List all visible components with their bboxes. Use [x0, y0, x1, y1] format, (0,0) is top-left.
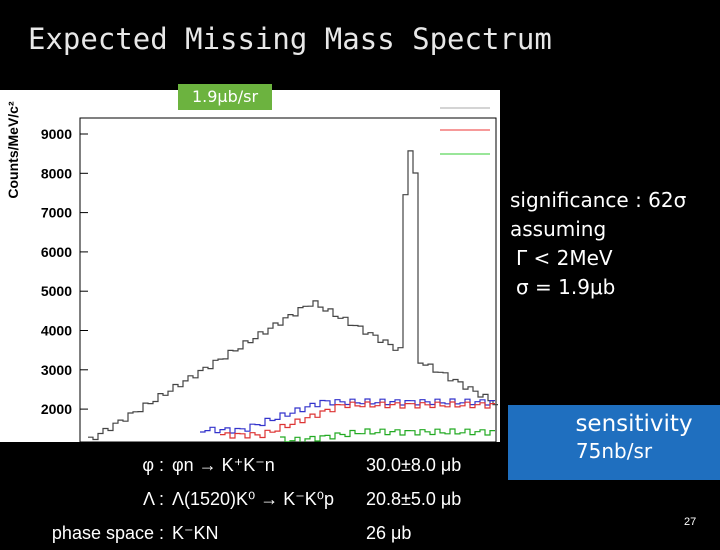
sensitivity-value: 75nb/sr: [575, 439, 653, 463]
plot-frame: [79, 117, 497, 442]
table-cell: φn → K⁺K⁻n: [172, 454, 275, 475]
histogram-image: Counts/MeV/c² 9000 8000 7000 6000 5000 4000 30…: [0, 90, 500, 442]
y-tick-label: 3000: [41, 362, 72, 378]
table-cell: 26 μb: [366, 522, 412, 543]
note: σ = 1.9μb: [516, 275, 616, 299]
table-cell: Λ(1520)K⁰ → K⁻K⁰p: [172, 488, 335, 509]
slide-title: Expected Missing Mass Spectrum: [28, 22, 552, 56]
y-tick-label: 4000: [41, 323, 72, 339]
table-row: φ : φn → K⁺K⁻n 30.0±8.0 μb: [20, 448, 465, 482]
table-row: Λ : Λ(1520)K⁰ → K⁻K⁰p 20.8±5.0 μb: [20, 482, 465, 516]
y-tick-label: 7000: [41, 205, 72, 221]
channel-table: φ : φn → K⁺K⁻n 30.0±8.0 μb Λ : Λ(1520)K⁰ → K…: [20, 448, 465, 550]
histogram-curve: [200, 398, 495, 434]
y-tick-label: 8000: [41, 165, 72, 181]
table-row: phase space : K⁻KN 26 μb: [20, 516, 465, 550]
y-tick-label: 5000: [41, 283, 72, 299]
y-tick-label: 2000: [41, 401, 72, 417]
table-cell: Λ :: [142, 488, 164, 509]
table-cell: 20.8±5.0 μb: [366, 488, 462, 509]
table-cell: phase space :: [51, 522, 164, 543]
page-number: 27: [684, 516, 697, 528]
y-axis-label: Counts/MeV/c²: [5, 101, 21, 199]
plot-background: [0, 90, 500, 442]
note: assuming: [510, 217, 607, 241]
histogram-curve: [88, 150, 498, 441]
table-cell: K⁻KN: [172, 522, 219, 543]
sensitivity-box: sensitivity 75nb/sr: [508, 405, 720, 480]
badge: 1.9μb/sr: [178, 84, 272, 110]
notes: significance : 62σ assuming Γ < 2MeV σ =…: [510, 186, 686, 302]
note: Γ < 2MeV: [516, 246, 613, 270]
note: significance : 62σ: [510, 188, 687, 212]
table-cell: φ :: [142, 454, 164, 475]
y-tick-label: 9000: [41, 126, 72, 142]
sensitivity-label: sensitivity: [575, 411, 693, 437]
y-tick-label: 6000: [41, 244, 72, 260]
histogram-curve: [220, 401, 495, 439]
histogram-curve: [280, 428, 495, 442]
table-cell: 30.0±8.0 μb: [366, 454, 462, 475]
